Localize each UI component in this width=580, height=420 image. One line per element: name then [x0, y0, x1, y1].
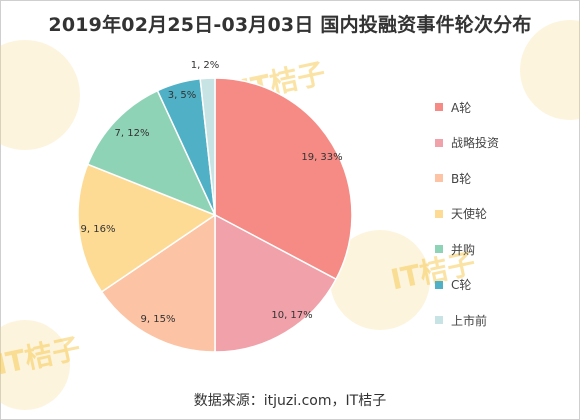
pie-slice-0	[214, 77, 353, 281]
pie-slice-3	[77, 163, 217, 293]
legend-label: 天使轮	[451, 207, 488, 221]
legend-item: 战略投资	[435, 133, 499, 153]
legend-swatch	[435, 103, 443, 111]
chart-title: 2019年02月25日-03月03日 国内投融资事件轮次分布	[48, 14, 532, 36]
legend-item: 并购	[435, 239, 499, 259]
legend-label: 并购	[451, 242, 476, 257]
data-source-note: 数据来源：itjuzi.com，IT桔子	[193, 393, 387, 409]
legend-item: 上市前	[435, 310, 499, 330]
watermark-orange-circle	[0, 320, 70, 410]
legend-item: B轮	[435, 168, 499, 188]
slice-data-label: 1, 2%	[191, 60, 220, 71]
legend-swatch	[435, 174, 443, 182]
legend-item: 天使轮	[435, 204, 499, 224]
slice-data-label: 3, 5%	[168, 90, 197, 101]
slice-data-label: 10, 17%	[271, 310, 312, 321]
legend-item: C轮	[435, 275, 499, 295]
pie-slice-2	[100, 213, 216, 353]
pie-slice-6	[199, 77, 216, 216]
legend-label: C轮	[451, 278, 472, 292]
legend-swatch	[435, 209, 443, 218]
slice-data-label: 19, 33%	[301, 152, 342, 163]
chart-legend: A轮战略投资 B轮天使轮并购 C轮上市前	[435, 97, 499, 346]
legend-label: 战略投资	[451, 136, 500, 150]
legend-swatch	[435, 316, 443, 324]
legend-swatch	[435, 245, 443, 253]
slice-data-label: 9, 16%	[81, 224, 116, 235]
legend-label: B轮	[451, 171, 472, 186]
legend-label: 上市前	[451, 313, 488, 328]
legend-item: A轮	[435, 97, 499, 117]
legend-swatch	[435, 138, 443, 147]
slice-data-label: 9, 15%	[141, 314, 176, 325]
pie-slice-1	[214, 213, 338, 353]
slice-data-label: 7, 12%	[115, 128, 150, 139]
pie-slice-4	[86, 89, 217, 217]
legend-label: A轮	[451, 100, 472, 115]
legend-swatch	[435, 280, 443, 289]
